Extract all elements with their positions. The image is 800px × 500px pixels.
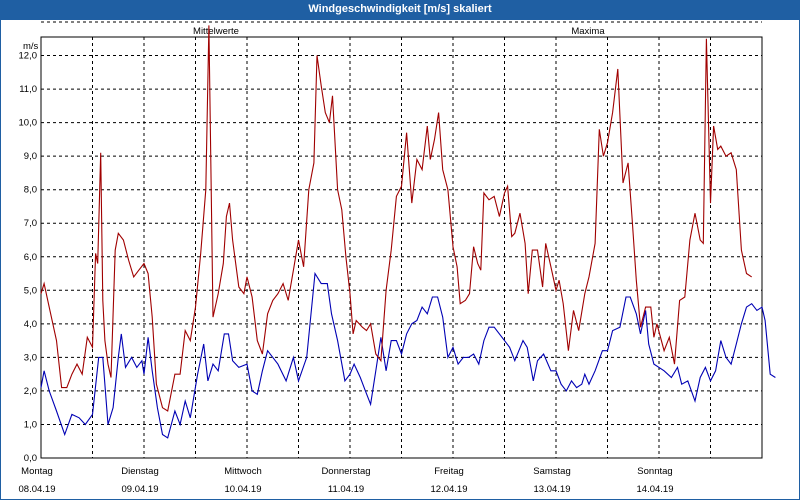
x-tick-day: Donnerstag <box>321 466 370 477</box>
window-title: Windgeschwindigkeit [m/s] skaliert <box>0 0 800 19</box>
y-tick-label: 11,0 <box>19 84 37 95</box>
legend-mittelwerte: Mittelwerte <box>193 26 239 37</box>
y-tick-label: 12,0 <box>19 51 38 62</box>
x-tick-date: 09.04.19 <box>122 484 159 495</box>
y-axis-unit: m/s <box>23 41 39 52</box>
x-tick-day: Sonntag <box>637 466 672 477</box>
x-tick-day: Mittwoch <box>224 466 261 477</box>
y-tick-label: 5,0 <box>24 285 37 296</box>
legend-maxima: Maxima <box>571 26 605 37</box>
series-line-mittelwerte <box>40 271 776 439</box>
y-tick-label: 10,0 <box>19 118 38 129</box>
series-line-maxima <box>40 25 753 412</box>
y-tick-label: 6,0 <box>24 252 37 263</box>
plot-border <box>40 36 763 459</box>
x-tick-day: Dienstag <box>121 466 159 477</box>
y-tick-label: 2,0 <box>24 386 37 397</box>
y-tick-label: 0,0 <box>24 453 37 464</box>
x-tick-day: Samstag <box>533 466 571 477</box>
x-tick-day: Montag <box>21 466 53 477</box>
x-axis-ticks: Montag 08.04.19 Dienstag 09.04.19 Mittwoch 10… <box>19 466 674 495</box>
x-tick-date: 08.04.19 <box>19 484 56 495</box>
x-tick-date: 11.04.19 <box>328 484 364 495</box>
x-tick-date: 10.04.19 <box>225 484 262 495</box>
grid <box>41 21 762 458</box>
y-tick-label: 3,0 <box>24 352 37 363</box>
x-tick-date: 13.04.19 <box>534 484 571 495</box>
series-lines <box>40 25 776 439</box>
x-tick-date: 14.04.19 <box>637 484 674 495</box>
y-tick-label: 9,0 <box>24 151 37 162</box>
y-axis-ticks: 0,0 1,0 2,0 3,0 4,0 5,0 6,0 7,0 8,0 9,0 10,0 11,0 12… <box>19 51 38 464</box>
x-tick-date: 12.04.19 <box>431 484 468 495</box>
y-tick-label: 8,0 <box>24 185 37 196</box>
y-tick-label: 4,0 <box>24 319 37 330</box>
y-tick-label: 7,0 <box>24 218 37 229</box>
y-tick-label: 1,0 <box>24 419 37 430</box>
x-tick-day: Freitag <box>434 466 464 477</box>
